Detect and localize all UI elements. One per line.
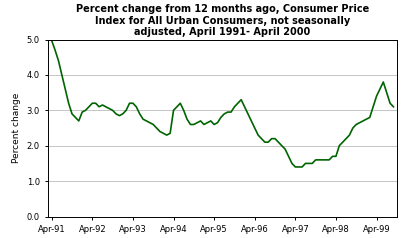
Y-axis label: Percent change: Percent change [12,93,21,163]
Title: Percent change from 12 months ago, Consumer Price
Index for All Urban Consumers,: Percent change from 12 months ago, Consu… [76,4,369,37]
